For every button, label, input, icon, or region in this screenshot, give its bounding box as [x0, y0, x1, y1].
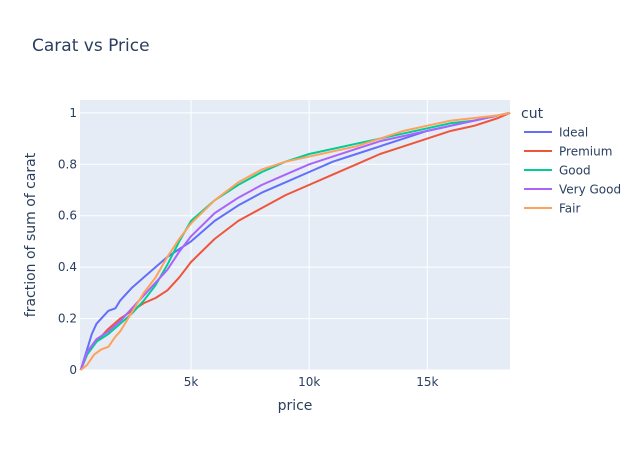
y-tick-label: 0.2: [58, 312, 77, 326]
series-line-premium: [79, 111, 511, 371]
legend-title: cut: [521, 106, 544, 122]
legend-label: Ideal: [559, 126, 588, 140]
y-tick-label: 0: [69, 363, 77, 377]
y-tick-label: 0.6: [58, 209, 77, 223]
legend-item-premium[interactable]: Premium: [524, 145, 612, 159]
y-tick-label: 1: [69, 106, 77, 120]
x-tick-label: 5k: [184, 375, 199, 389]
chart-title: Carat vs Price: [32, 36, 150, 56]
x-tick-label: 10k: [298, 375, 320, 389]
grid-layer: [80, 100, 510, 371]
legend: cut Ideal Premium Good Very Good Fair: [521, 106, 621, 216]
x-axis-label: price: [278, 398, 313, 414]
y-tick-label: 0.4: [58, 260, 77, 274]
y-axis-label: fraction of sum of carat: [23, 152, 39, 317]
x-tick-label: 15k: [416, 375, 438, 389]
legend-label: Very Good: [559, 183, 621, 197]
series-line-ideal: [79, 111, 511, 371]
legend-item-very-good[interactable]: Very Good: [524, 183, 621, 197]
legend-label: Good: [559, 164, 591, 178]
legend-label: Premium: [559, 145, 612, 159]
legend-item-ideal[interactable]: Ideal: [524, 126, 588, 140]
y-tick-label: 0.8: [58, 157, 77, 171]
legend-item-good[interactable]: Good: [524, 164, 591, 178]
legend-item-fair[interactable]: Fair: [524, 202, 580, 216]
series-layer: [79, 111, 511, 371]
series-line-good: [79, 111, 511, 371]
legend-label: Fair: [559, 202, 580, 216]
plot-background: [80, 100, 510, 370]
series-line-fair: [80, 111, 511, 371]
series-line-very-good: [79, 111, 511, 371]
